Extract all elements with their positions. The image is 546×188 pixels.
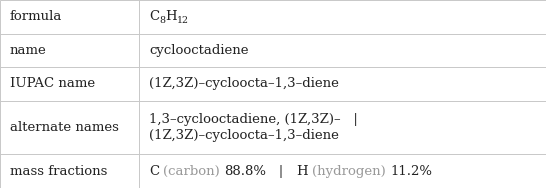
Text: (hydrogen): (hydrogen) (312, 165, 386, 178)
Text: mass fractions: mass fractions (10, 165, 107, 178)
Text: C: C (149, 165, 159, 178)
Text: 88.8%: 88.8% (224, 165, 266, 178)
Text: alternate names: alternate names (10, 121, 118, 134)
Text: 12: 12 (177, 16, 189, 25)
Text: cyclooctadiene: cyclooctadiene (149, 44, 248, 57)
Text: H: H (165, 10, 177, 23)
Text: C: C (149, 10, 159, 23)
Text: |: | (266, 165, 296, 178)
Text: (1Z,3Z)–cycloocta–1,3–diene: (1Z,3Z)–cycloocta–1,3–diene (149, 129, 339, 142)
Text: (carbon): (carbon) (163, 165, 220, 178)
Text: (1Z,3Z)–cycloocta–1,3–diene: (1Z,3Z)–cycloocta–1,3–diene (149, 77, 339, 90)
Text: name: name (10, 44, 46, 57)
Text: IUPAC name: IUPAC name (10, 77, 95, 90)
Text: formula: formula (10, 10, 62, 23)
Text: 11.2%: 11.2% (390, 165, 432, 178)
Text: 1,3–cyclooctadiene, (1Z,3Z)–   |: 1,3–cyclooctadiene, (1Z,3Z)– | (149, 113, 358, 126)
Text: 8: 8 (159, 16, 165, 25)
Text: H: H (296, 165, 308, 178)
